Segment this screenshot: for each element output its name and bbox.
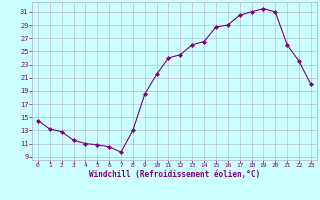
X-axis label: Windchill (Refroidissement éolien,°C): Windchill (Refroidissement éolien,°C) [89, 170, 260, 179]
